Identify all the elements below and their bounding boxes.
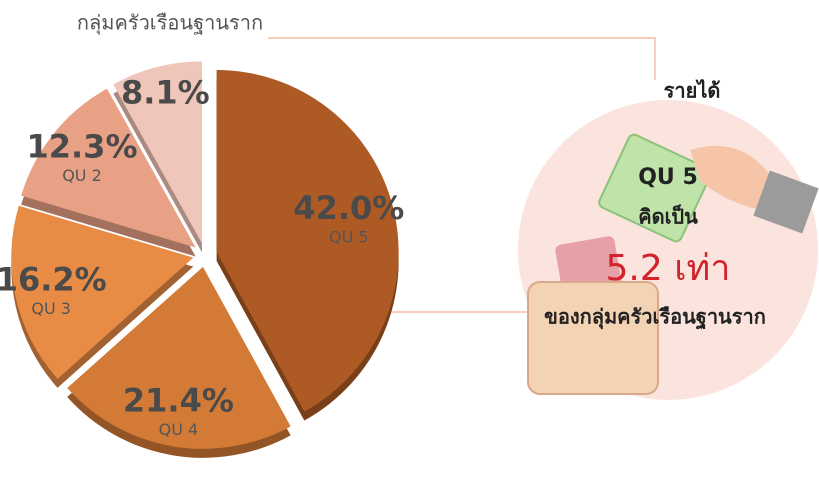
annotation: 5.2 เท่า (606, 248, 731, 289)
annotation: ของกลุ่มครัวเรือนฐานราก (544, 305, 766, 331)
value-label: 8.1% (121, 73, 210, 111)
connector (268, 38, 655, 80)
annotation: QU 5 (638, 165, 698, 190)
pie: 42.0%QU 5 21.4%QU 4 16.2%QU 3 12.3%QU 2 8.1% (0, 61, 404, 457)
value-label: 21.4% (123, 381, 234, 419)
value-label: 16.2% (0, 260, 107, 298)
chart: กลุ่มครัวเรือนฐานราก รายได้ QU 5 คิดเป็น… (0, 0, 819, 489)
value-label: 42.0% (293, 189, 404, 227)
value-label: 12.3% (26, 127, 137, 165)
category-label: QU 5 (329, 228, 369, 247)
wallet-icon (528, 282, 658, 394)
annotation: คิดเป็น (638, 204, 698, 229)
annotation: รายได้ (664, 79, 721, 103)
chart-title: กลุ่มครัวเรือนฐานราก (77, 11, 263, 36)
category-label: QU 3 (31, 299, 71, 318)
category-label: QU 4 (159, 420, 199, 439)
category-label: QU 2 (62, 166, 102, 185)
